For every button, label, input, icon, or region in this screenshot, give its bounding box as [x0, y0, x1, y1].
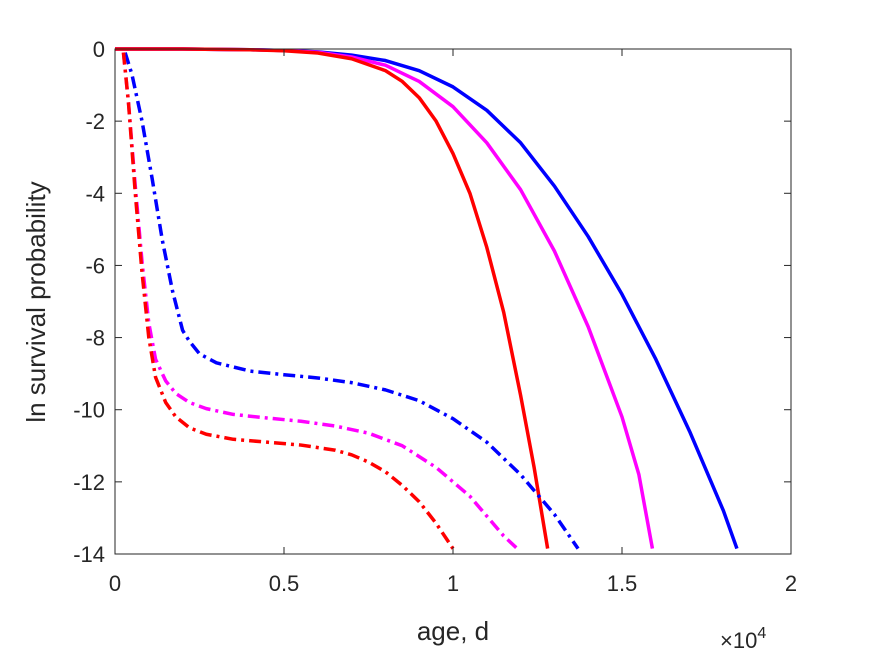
- x-exponent-base: ×10: [720, 628, 757, 653]
- y-tick-label: -6: [85, 253, 105, 278]
- series-line-3: [123, 52, 580, 550]
- y-tick-label: 0: [93, 37, 105, 62]
- series-line-2: [115, 47, 550, 549]
- y-tick-label: -8: [85, 326, 105, 351]
- x-exponent-label: ×104: [720, 625, 766, 653]
- tick-layer: 0 0.5 1 1.5 2 0 -2 -4 -6 -8 -10 -12 -14: [73, 37, 797, 596]
- x-exponent-power: 4: [757, 625, 766, 642]
- plot-area: [115, 49, 791, 554]
- x-tick-label: 2: [785, 571, 797, 596]
- x-tick-label: 1.5: [607, 571, 638, 596]
- x-tick-label: 0.5: [269, 571, 300, 596]
- y-tick-label: -2: [85, 109, 105, 134]
- y-axis-label: ln survival probability: [21, 181, 51, 422]
- y-tick-label: -14: [73, 542, 105, 567]
- series-layer: [115, 47, 739, 550]
- x-axis-label: age, d: [417, 616, 489, 646]
- y-tick-label: -10: [73, 398, 105, 423]
- y-tick-label: -12: [73, 470, 105, 495]
- y-tick-label: -4: [85, 181, 105, 206]
- x-tick-label: 0: [109, 571, 121, 596]
- series-line-5: [121, 52, 455, 550]
- x-tick-label: 1: [447, 571, 459, 596]
